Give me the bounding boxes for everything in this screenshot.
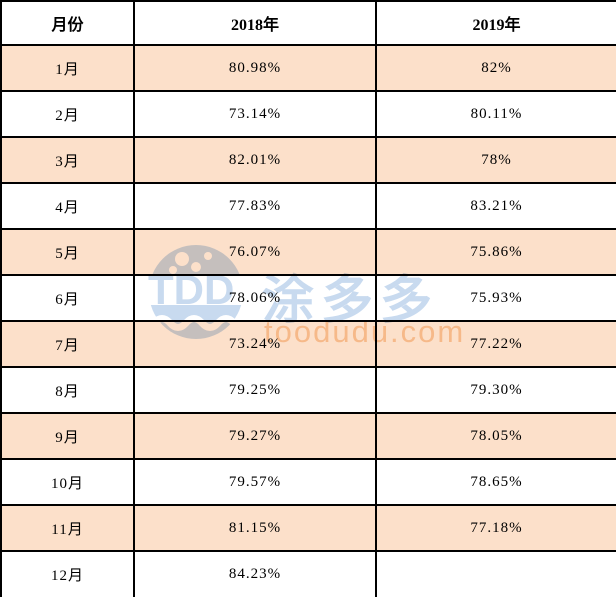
col-header-month: 月份 bbox=[0, 0, 135, 46]
value-2018-cell: 76.07% bbox=[133, 228, 377, 276]
value-2019-cell: 75.86% bbox=[375, 228, 616, 276]
value-2019-cell: 77.18% bbox=[375, 504, 616, 552]
table-header: 月份 2018年 2019年 bbox=[0, 0, 616, 46]
table-row: 11月 81.15% 77.18% bbox=[0, 504, 616, 552]
table-row: 1月 80.98% 82% bbox=[0, 44, 616, 92]
value-2018-cell: 79.57% bbox=[133, 458, 377, 506]
table-row: 3月 82.01% 78% bbox=[0, 136, 616, 184]
table-row: 12月 84.23% bbox=[0, 550, 616, 597]
month-cell: 8月 bbox=[0, 366, 135, 414]
value-2018-cell: 82.01% bbox=[133, 136, 377, 184]
value-2019-cell: 79.30% bbox=[375, 366, 616, 414]
header-row: 月份 2018年 2019年 bbox=[0, 0, 616, 46]
value-2018-cell: 77.83% bbox=[133, 182, 377, 230]
month-cell: 4月 bbox=[0, 182, 135, 230]
month-cell: 1月 bbox=[0, 44, 135, 92]
value-2019-cell: 75.93% bbox=[375, 274, 616, 322]
month-cell: 5月 bbox=[0, 228, 135, 276]
month-cell: 7月 bbox=[0, 320, 135, 368]
month-cell: 10月 bbox=[0, 458, 135, 506]
table-row: 7月 73.24% 77.22% bbox=[0, 320, 616, 368]
value-2018-cell: 73.14% bbox=[133, 90, 377, 138]
value-2019-cell: 78.65% bbox=[375, 458, 616, 506]
value-2018-cell: 81.15% bbox=[133, 504, 377, 552]
value-2018-cell: 79.27% bbox=[133, 412, 377, 460]
value-2019-cell: 78% bbox=[375, 136, 616, 184]
col-header-2018: 2018年 bbox=[133, 0, 377, 46]
month-cell: 3月 bbox=[0, 136, 135, 184]
value-2019-cell: 80.11% bbox=[375, 90, 616, 138]
table-body: 1月 80.98% 82% 2月 73.14% 80.11% 3月 82.01% 78% 4月 77… bbox=[0, 44, 616, 597]
value-2019-cell: 83.21% bbox=[375, 182, 616, 230]
table-row: 5月 76.07% 75.86% bbox=[0, 228, 616, 276]
table-row: 4月 77.83% 83.21% bbox=[0, 182, 616, 230]
month-cell: 2月 bbox=[0, 90, 135, 138]
table-row: 6月 78.06% 75.93% bbox=[0, 274, 616, 322]
table-row: 8月 79.25% 79.30% bbox=[0, 366, 616, 414]
table-row: 10月 79.57% 78.65% bbox=[0, 458, 616, 506]
value-2018-cell: 84.23% bbox=[133, 550, 377, 597]
value-2018-cell: 80.98% bbox=[133, 44, 377, 92]
month-cell: 9月 bbox=[0, 412, 135, 460]
month-cell: 12月 bbox=[0, 550, 135, 597]
value-2019-cell: 78.05% bbox=[375, 412, 616, 460]
value-2018-cell: 79.25% bbox=[133, 366, 377, 414]
month-cell: 11月 bbox=[0, 504, 135, 552]
value-2019-cell: 77.22% bbox=[375, 320, 616, 368]
col-header-2019: 2019年 bbox=[375, 0, 616, 46]
month-cell: 6月 bbox=[0, 274, 135, 322]
value-2019-cell bbox=[375, 550, 616, 597]
value-2018-cell: 73.24% bbox=[133, 320, 377, 368]
table-row: 9月 79.27% 78.05% bbox=[0, 412, 616, 460]
value-2018-cell: 78.06% bbox=[133, 274, 377, 322]
value-2019-cell: 82% bbox=[375, 44, 616, 92]
table-row: 2月 73.14% 80.11% bbox=[0, 90, 616, 138]
